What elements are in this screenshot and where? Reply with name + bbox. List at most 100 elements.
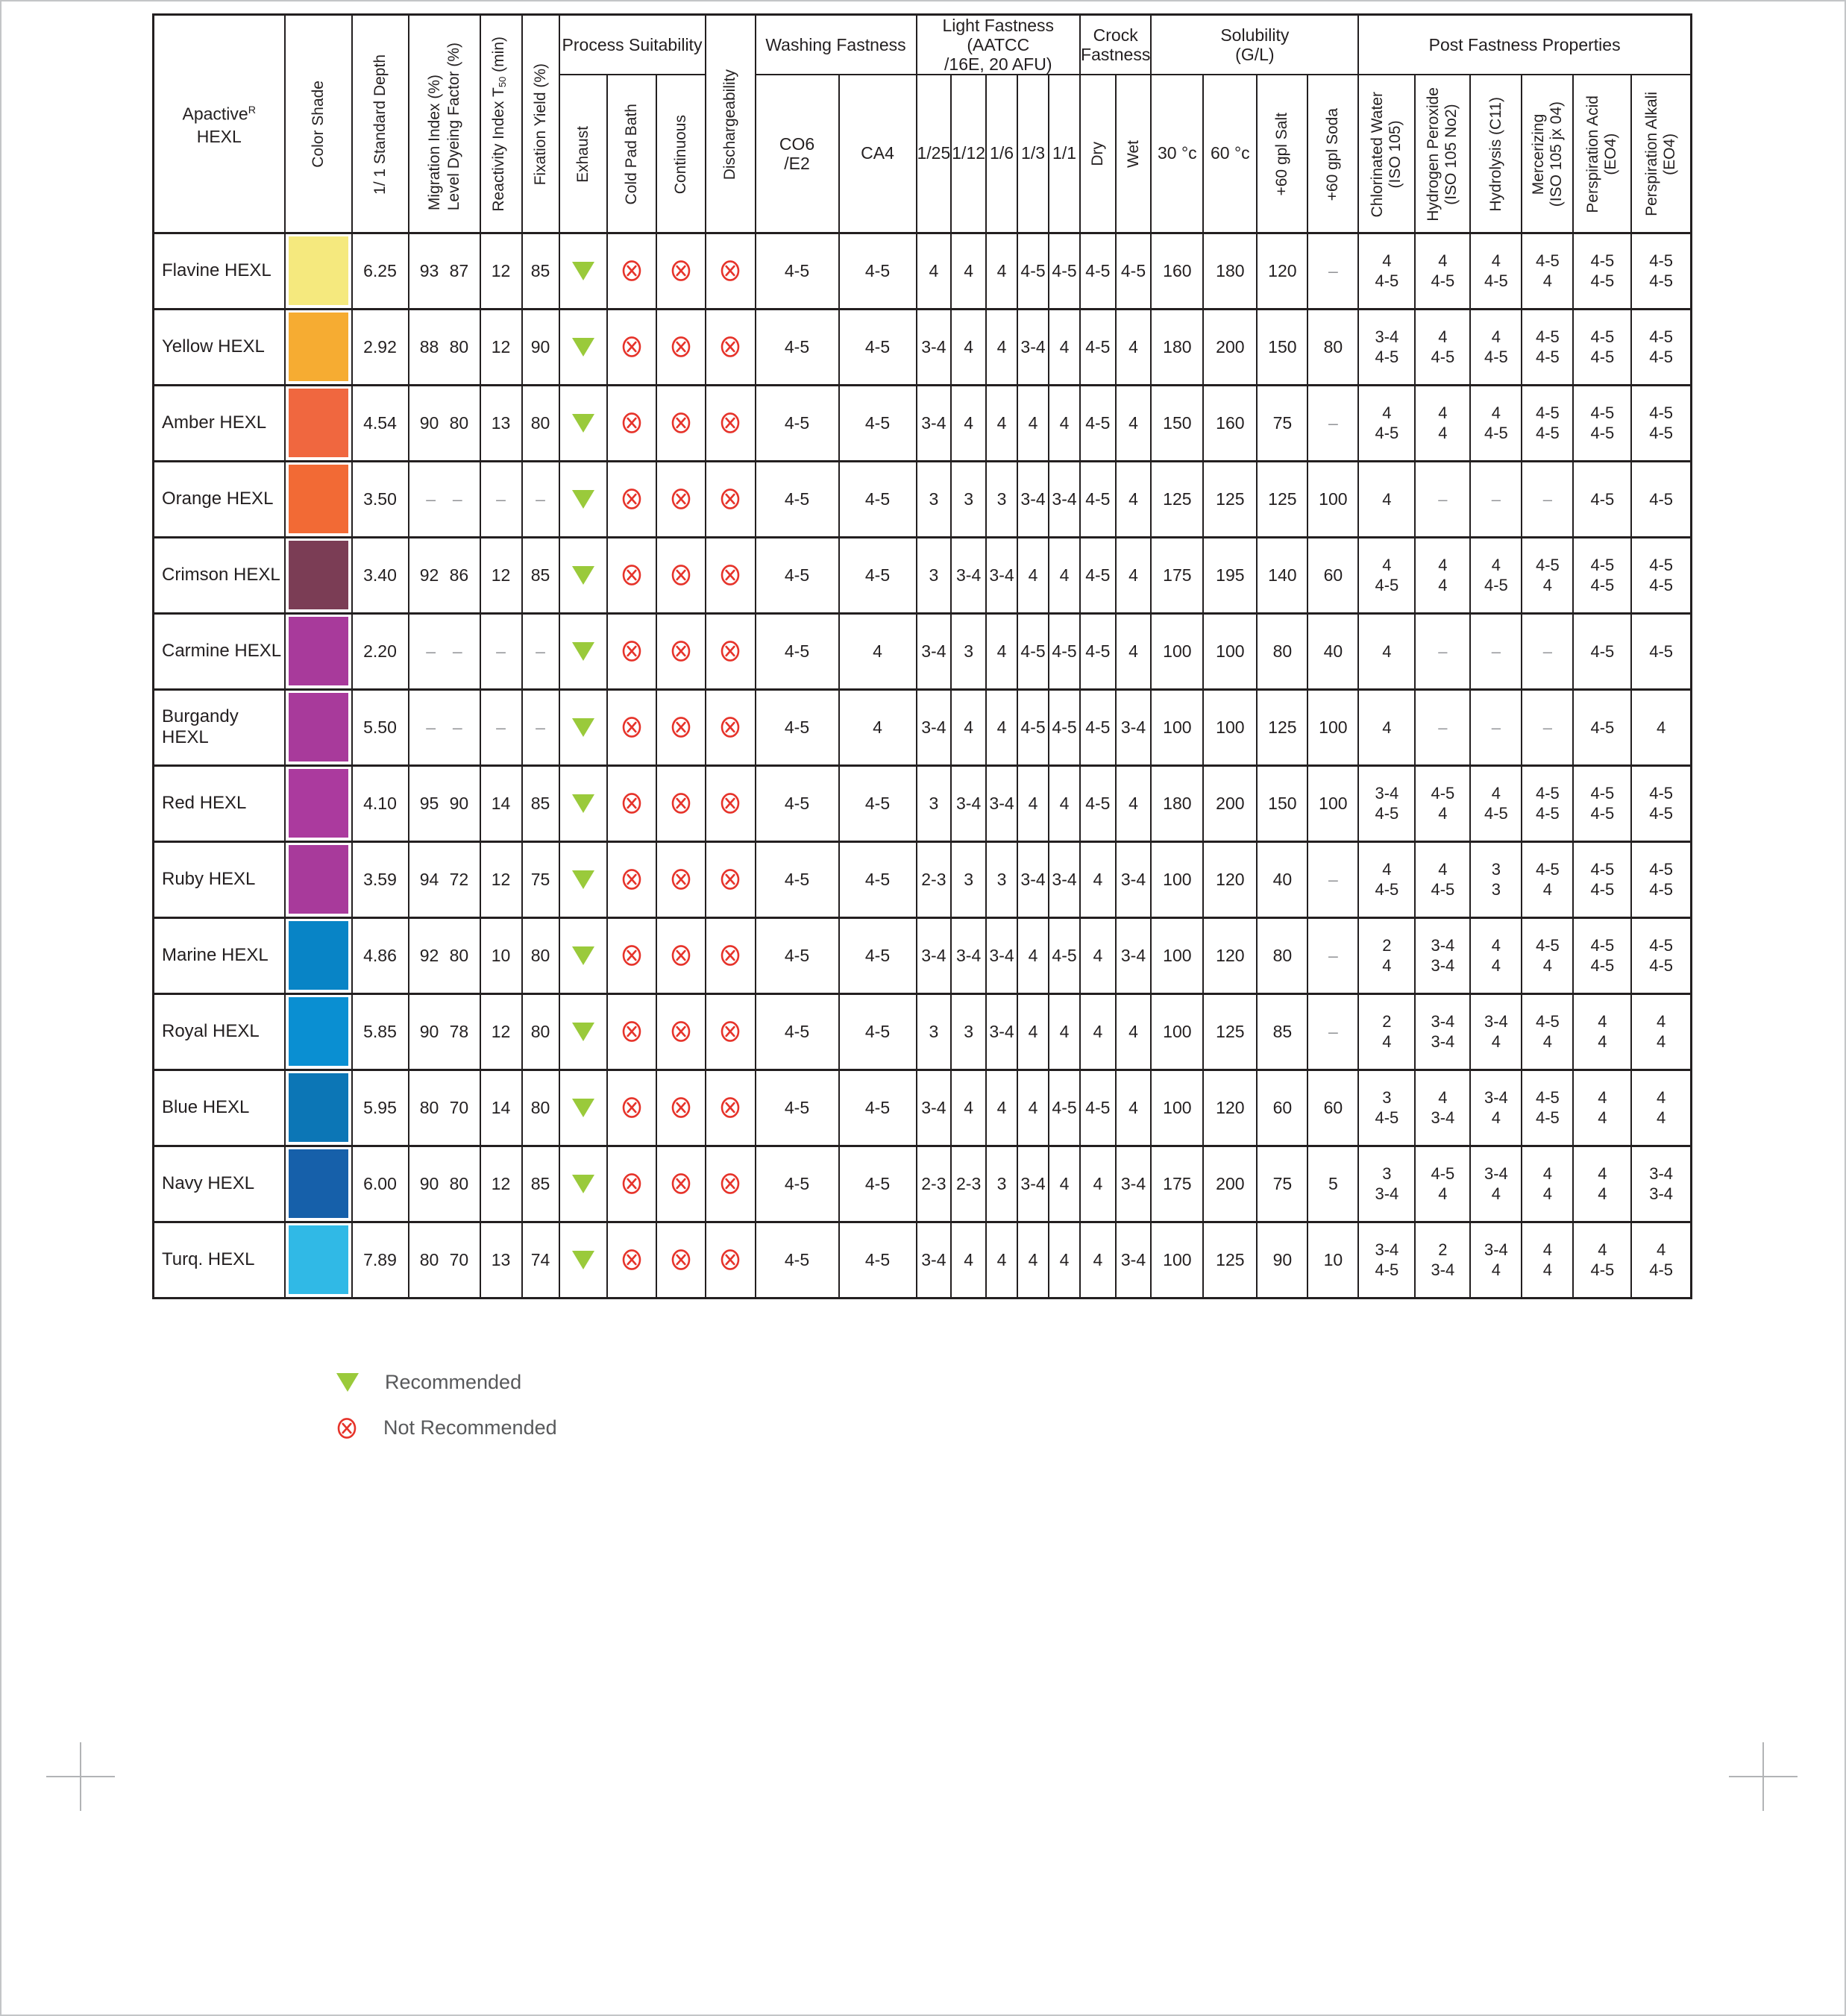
- cell-hydrolysis: 3-4 4: [1469, 992, 1523, 1071]
- reactivity-value: 12: [491, 1021, 511, 1041]
- cell-continuous: [655, 992, 706, 1071]
- standard-depth-value: 5.95: [363, 1097, 397, 1117]
- color-swatch: [288, 693, 348, 762]
- solubility-soda-value: 10: [1323, 1249, 1343, 1269]
- hydrolysis-value-1: 3-4: [1484, 1088, 1508, 1107]
- perspiration-alkali-value-2: 4-5: [1649, 576, 1673, 594]
- cell-chlorinated-water: 3-4 4-5: [1357, 307, 1416, 386]
- cell-reactivity: 10: [479, 916, 523, 995]
- not-recommended-icon: [337, 1417, 357, 1439]
- not-recommended-icon: [720, 565, 740, 585]
- cell-dischargeability: [704, 840, 756, 919]
- perspiration-alkali-value-1: 4-5: [1649, 489, 1673, 509]
- light-fastness-value: 3: [996, 869, 1007, 889]
- hydrogen-peroxide-value-1: 4: [1438, 251, 1448, 270]
- light-fastness-value: 3: [964, 869, 974, 889]
- standard-depth-value: 3.59: [363, 869, 397, 889]
- mercerizing-value-2: 4: [1542, 1260, 1552, 1279]
- dye-row: Ruby HEXL 3.59 94 72 12 75 4-5 4-5 2-3 3 3 3-4 3-4 4 3…: [152, 840, 1692, 919]
- light-fastness-value: 3-4: [921, 1097, 946, 1117]
- solubility-salt-value: 125: [1268, 717, 1297, 737]
- chlorinated-water-value-2: 4-5: [1375, 880, 1399, 899]
- level-dyeing-value: 80: [449, 1173, 469, 1193]
- not-recommended-icon: [622, 489, 641, 509]
- reactivity-value: 12: [491, 336, 511, 357]
- cell-dischargeability: [704, 307, 756, 386]
- fixation-value: 85: [530, 260, 550, 280]
- cell-perspiration-acid: 4-5 4-5: [1572, 764, 1633, 843]
- mercerizing-value-1: 4: [1542, 1240, 1552, 1259]
- light-fastness-value: 2-3: [956, 1173, 982, 1193]
- perspiration-alkali-value-2: 4-5: [1649, 348, 1673, 366]
- cell-fixation: 85: [521, 764, 560, 843]
- perspiration-acid-value-1: 4-5: [1590, 784, 1615, 803]
- color-swatch: [288, 313, 348, 381]
- mercerizing-value-2: 4: [1542, 956, 1552, 975]
- perspiration-acid-value-1: 4-5: [1590, 327, 1615, 346]
- co6-value: 4-5: [784, 793, 810, 813]
- perspiration-acid-value-1: 4-5: [1590, 936, 1615, 955]
- header-soda: +60 gpl Soda: [1307, 74, 1360, 234]
- hydrolysis-value-1: 4: [1491, 251, 1501, 270]
- legend-not-recommended-row: Not Recommended: [336, 1416, 557, 1439]
- cell-crock-wet: 4: [1114, 459, 1152, 538]
- reactivity-value: 12: [491, 869, 511, 889]
- chlorinated-water-value-2: 4-5: [1375, 1260, 1399, 1279]
- crock-wet-value: 4: [1128, 1097, 1138, 1117]
- perspiration-alkali-value-1: 4-5: [1649, 936, 1673, 955]
- cell-solubility-salt: 80: [1256, 916, 1309, 995]
- dye-name: Red HEXL: [152, 764, 286, 843]
- light-fastness-value: 4: [964, 717, 974, 737]
- cell-light-fastness-2: 3-4: [985, 536, 1019, 615]
- mercerizing-value-2: 4-5: [1535, 424, 1560, 442]
- cell-light-fastness-1: 3: [950, 459, 988, 538]
- cell-perspiration-alkali: 3-4 3-4: [1630, 1144, 1692, 1223]
- cell-hydrogen-peroxide: 3-4 3-4: [1414, 992, 1472, 1071]
- cell-co6-e2: 4-5: [754, 231, 840, 310]
- cell-perspiration-alkali: 4: [1630, 688, 1692, 767]
- solubility-60-value: 160: [1216, 412, 1245, 433]
- not-recommended-icon: [622, 641, 641, 662]
- migration-value: 93: [419, 260, 439, 280]
- cell-perspiration-alkali: 4-5 4-5: [1630, 231, 1692, 310]
- cell-light-fastness-2: 4: [985, 1068, 1019, 1147]
- solubility-salt-value: 125: [1268, 489, 1297, 509]
- cell-light-fastness-1: 3-4: [950, 764, 988, 843]
- light-fastness-value: 3-4: [1052, 489, 1077, 509]
- chlorinated-water-value-1: 4: [1382, 403, 1392, 422]
- cell-perspiration-alkali: 4-5 4-5: [1630, 383, 1692, 462]
- reactivity-value: 12: [491, 260, 511, 280]
- cell-migration-level: 94 72: [407, 840, 481, 919]
- cell-co6-e2: 4-5: [754, 688, 840, 767]
- cell-ca4: 4-5: [838, 459, 917, 538]
- solubility-30-value: 175: [1163, 565, 1192, 585]
- not-recommended-icon: [671, 1097, 690, 1118]
- solubility-60-value: 200: [1216, 793, 1245, 813]
- header-salt: +60 gpl Salt: [1256, 74, 1309, 234]
- dye-name: Ruby HEXL: [152, 840, 286, 919]
- cell-continuous: [655, 307, 706, 386]
- light-fastness-value: 3-4: [921, 412, 946, 433]
- not-recommended-icon: [671, 1173, 690, 1194]
- solubility-salt-value: 150: [1268, 793, 1297, 813]
- co6-value: 4-5: [784, 336, 810, 357]
- cell-light-fastness-1: 3: [950, 612, 988, 691]
- light-fastness-value: 3-4: [1052, 869, 1077, 889]
- fixation-value: 85: [530, 1173, 550, 1193]
- cell-crock-wet: 3-4: [1114, 916, 1152, 995]
- cell-exhaust: [558, 688, 608, 767]
- cell-continuous: [655, 231, 706, 310]
- cell-continuous: [655, 383, 706, 462]
- cell-standard-depth: 2.92: [351, 307, 409, 386]
- solubility-30-value: 100: [1163, 1021, 1192, 1041]
- cell-standard-depth: 7.89: [351, 1220, 409, 1299]
- light-fastness-value: 3-4: [921, 945, 946, 965]
- migration-value: 92: [419, 945, 439, 965]
- light-fastness-value: 4: [1028, 793, 1038, 813]
- solubility-60-value: 100: [1216, 717, 1245, 737]
- cell-hydrogen-peroxide: 4-5 4: [1414, 1144, 1472, 1223]
- cell-fixation: 80: [521, 383, 560, 462]
- hydrogen-peroxide-value-1: 2: [1438, 1240, 1448, 1259]
- migration-value: 90: [419, 1021, 439, 1041]
- chlorinated-water-value-1: 3-4: [1375, 784, 1399, 803]
